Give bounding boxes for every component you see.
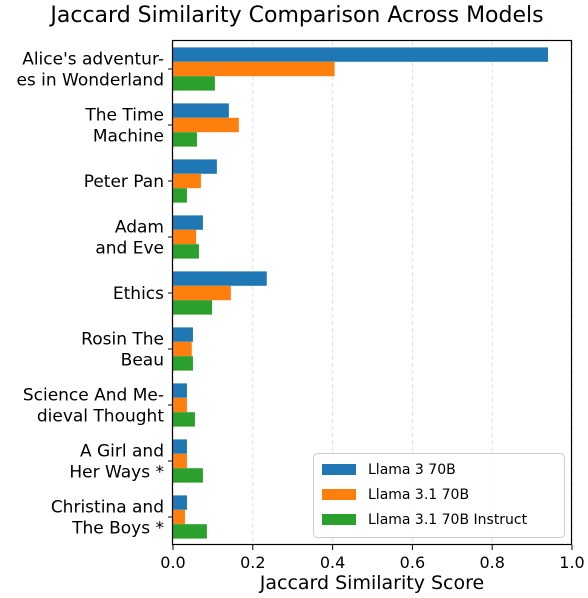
legend-label: Llama 3 70B	[368, 462, 456, 478]
bar	[173, 439, 187, 454]
y-tick-label: Beau	[121, 351, 164, 371]
bar	[173, 61, 335, 77]
y-tick-label: es in Wonderland	[16, 71, 164, 91]
bar	[173, 383, 187, 398]
x-axis-label: Jaccard Similarity Score	[259, 572, 484, 594]
bar	[173, 244, 199, 259]
bar	[173, 495, 187, 510]
bar	[173, 76, 215, 91]
legend: Llama 3 70B Llama 3.1 70B Llama 3.1 70B In…	[313, 453, 565, 538]
bar	[173, 215, 203, 230]
y-tick-label: A Girl and	[80, 442, 164, 462]
bar	[173, 509, 185, 525]
legend-box	[313, 453, 565, 538]
y-tick-label: Machine	[93, 127, 164, 147]
plot-frame	[171, 39, 573, 546]
bar	[173, 300, 213, 315]
y-tick-label: Adam	[115, 218, 164, 238]
bar	[173, 132, 197, 147]
x-tick-label: 0.2	[240, 553, 265, 572]
bar	[173, 524, 207, 539]
bar	[173, 412, 195, 427]
x-tick-label: 0.0	[160, 553, 185, 572]
bar	[173, 188, 187, 203]
legend-label: Llama 3.1 70B	[368, 487, 469, 503]
y-tick-label: Ethics	[113, 284, 164, 304]
y-tick-label: The Boys *	[71, 519, 164, 539]
y-tick-label: Christina and	[51, 498, 164, 518]
x-tick-labels: 0.0 0.2 0.4 0.6 0.8 1.0	[160, 545, 585, 572]
bar	[173, 285, 231, 301]
legend-swatch	[322, 464, 356, 475]
x-tick-label: 0.6	[400, 553, 425, 572]
x-tick-label: 0.4	[320, 553, 345, 572]
bar	[173, 47, 549, 62]
bar	[173, 103, 229, 118]
y-tick-label: Alice's adventur-	[22, 50, 164, 70]
legend-swatch	[322, 489, 356, 500]
bar	[173, 356, 193, 371]
legend-swatch	[322, 514, 356, 525]
bar	[173, 468, 203, 483]
bar	[173, 271, 267, 286]
y-tick-label: and Eve	[95, 239, 164, 259]
bar	[173, 327, 193, 342]
y-tick-labels: Alice's adventur-es in Wonderland The Tim…	[16, 50, 173, 539]
bar	[173, 117, 239, 133]
y-tick-label: Peter Pan	[84, 172, 164, 192]
y-tick-label: Her Ways *	[69, 463, 164, 483]
chart-title: Jaccard Similarity Comparison Across Mod…	[48, 3, 543, 28]
x-tick-label: 1.0	[559, 553, 584, 572]
y-tick-label: Science And Me-	[23, 386, 164, 406]
bar	[173, 229, 197, 245]
y-tick-label: The Time	[84, 106, 164, 126]
y-tick-label: Rosin The	[81, 330, 164, 350]
x-tick-label: 0.8	[479, 553, 504, 572]
bar	[173, 341, 192, 357]
legend-label: Llama 3.1 70B Instruct	[368, 512, 528, 528]
y-tick-label: dieval Thought	[37, 407, 164, 427]
bar	[173, 453, 187, 469]
bars	[173, 47, 549, 539]
bar	[173, 173, 201, 189]
bar	[173, 159, 217, 174]
bar	[173, 397, 187, 413]
